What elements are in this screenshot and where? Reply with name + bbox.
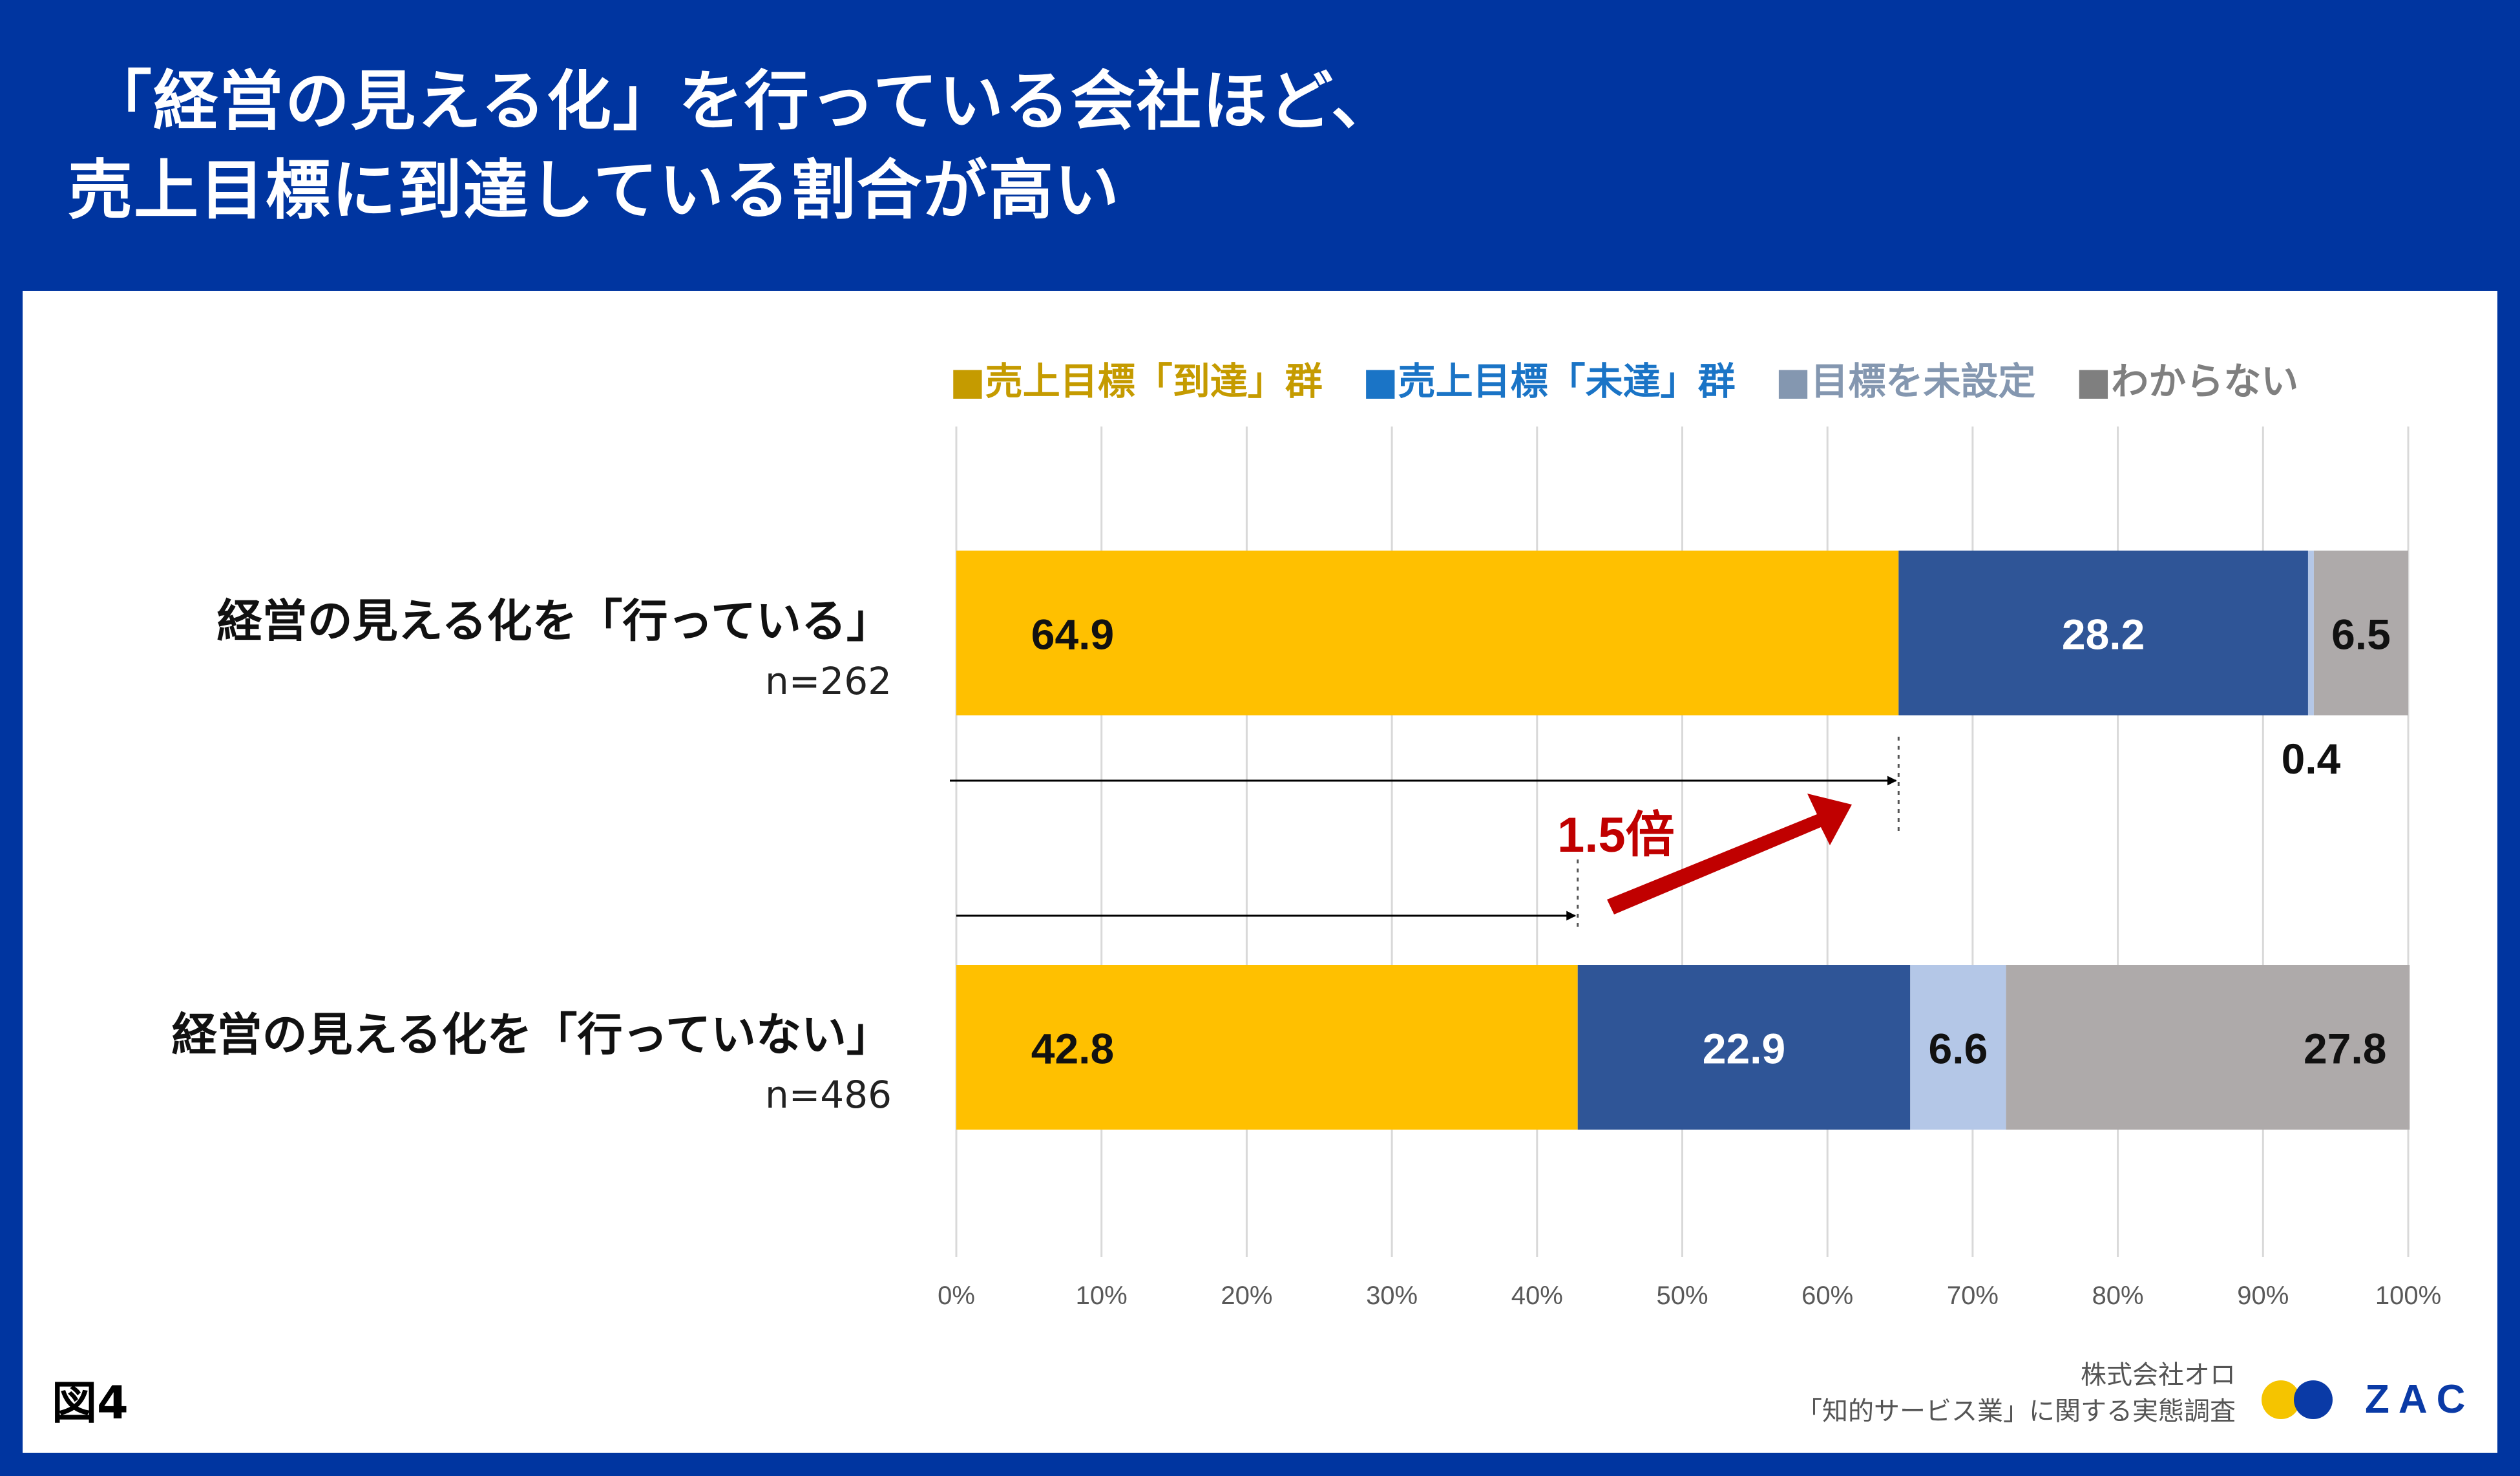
chart-legend: ■売上目標「到達」群 ■売上目標「未達」群 ■目標を未設定 ■わからない (950, 352, 2298, 404)
bar-segment (1898, 551, 2308, 715)
bar-segment (1910, 965, 2006, 1130)
growth-arrow-icon (1607, 794, 1852, 914)
x-tick-label: 50% (1656, 1281, 1708, 1310)
title-line-1: 「経営の見える化」を行っている会社ほど、 (87, 63, 1397, 139)
data-label: 27.8 (2304, 1025, 2386, 1073)
row-label-not-doing: 経営の見える化を「行っていない」 (171, 1008, 892, 1061)
row-n-not-doing: n=486 (764, 1073, 892, 1117)
figure-label: 図4 (52, 1376, 129, 1429)
legend-label-reached: ■売上目標「到達」群 (950, 359, 1323, 403)
legend-label-not-reached: ■売上目標「未達」群 (1362, 359, 1736, 403)
x-tick-label: 90% (2237, 1281, 2289, 1310)
bar-segment (1577, 965, 1911, 1130)
zac-logo: ZAC (2262, 1376, 2474, 1422)
bar-segment (2006, 965, 2410, 1130)
x-tick-label: 10% (1076, 1281, 1128, 1310)
data-label: 64.9 (1031, 611, 1114, 659)
ratio-annotation-text: 1.5倍 (1557, 808, 1675, 863)
legend-label-unknown: ■わからない (2075, 359, 2299, 403)
bar-segment (956, 965, 1578, 1130)
data-label: 6.6 (1929, 1025, 1988, 1073)
comparison-annotation: 1.5倍 (950, 737, 1900, 931)
bars: 64.9 28.2 0.4 6.5 42.8 22.9 6.6 27.8 (956, 551, 2410, 1130)
x-tick-label: 20% (1221, 1281, 1272, 1310)
legend-item-reached: ■売上目標「到達」群 (950, 351, 1323, 405)
row-label-doing: 経営の見える化を「行っている」 (216, 595, 892, 648)
bar-segment (2307, 551, 2314, 715)
legend-label-not-set: ■目標を未設定 (1775, 359, 2036, 403)
x-tick-label: 70% (1947, 1281, 1999, 1310)
bar-segment (956, 551, 1899, 715)
x-tick-label: 0% (938, 1281, 975, 1310)
x-tick-label: 80% (2092, 1281, 2144, 1310)
row-n-doing: n=262 (764, 659, 892, 703)
x-tick-label: 100% (2375, 1281, 2441, 1310)
data-label: 28.2 (2062, 611, 2145, 659)
legend-item-not-reached: ■売上目標「未達」群 (1363, 351, 1736, 405)
data-label: 22.9 (1703, 1025, 1785, 1073)
data-label: 0.4 (2282, 735, 2341, 783)
bar-segment (2313, 551, 2408, 715)
data-label: 42.8 (1031, 1025, 1114, 1073)
x-axis-ticks: 0% 10% 20% 30% 40% 50% 60% 70% 80% 90% 100% (938, 1281, 2441, 1310)
source-note: 株式会社オロ 「知的サービス業」に関する実態調査 (1796, 1357, 2236, 1429)
x-tick-label: 60% (1801, 1281, 1853, 1310)
x-tick-label: 40% (1511, 1281, 1563, 1310)
source-survey: 「知的サービス業」に関する実態調査 (1796, 1397, 2236, 1426)
chart-panel (23, 291, 2497, 1453)
x-tick-label: 30% (1366, 1281, 1418, 1310)
logo-blue-dot-icon (2294, 1380, 2333, 1419)
data-label: 6.5 (2331, 611, 2391, 659)
title-line-2: 売上目標に到達している割合が高い (68, 153, 1120, 228)
source-company: 株式会社オロ (2081, 1360, 2236, 1390)
legend-item-not-set: ■目標を未設定 (1776, 351, 2036, 405)
logo-text: ZAC (2365, 1377, 2475, 1422)
page-title: 「経営の見える化」を行っている会社ほど、 売上目標に到達している割合が高い (68, 57, 1397, 235)
legend-item-unknown: ■わからない (2075, 351, 2298, 405)
